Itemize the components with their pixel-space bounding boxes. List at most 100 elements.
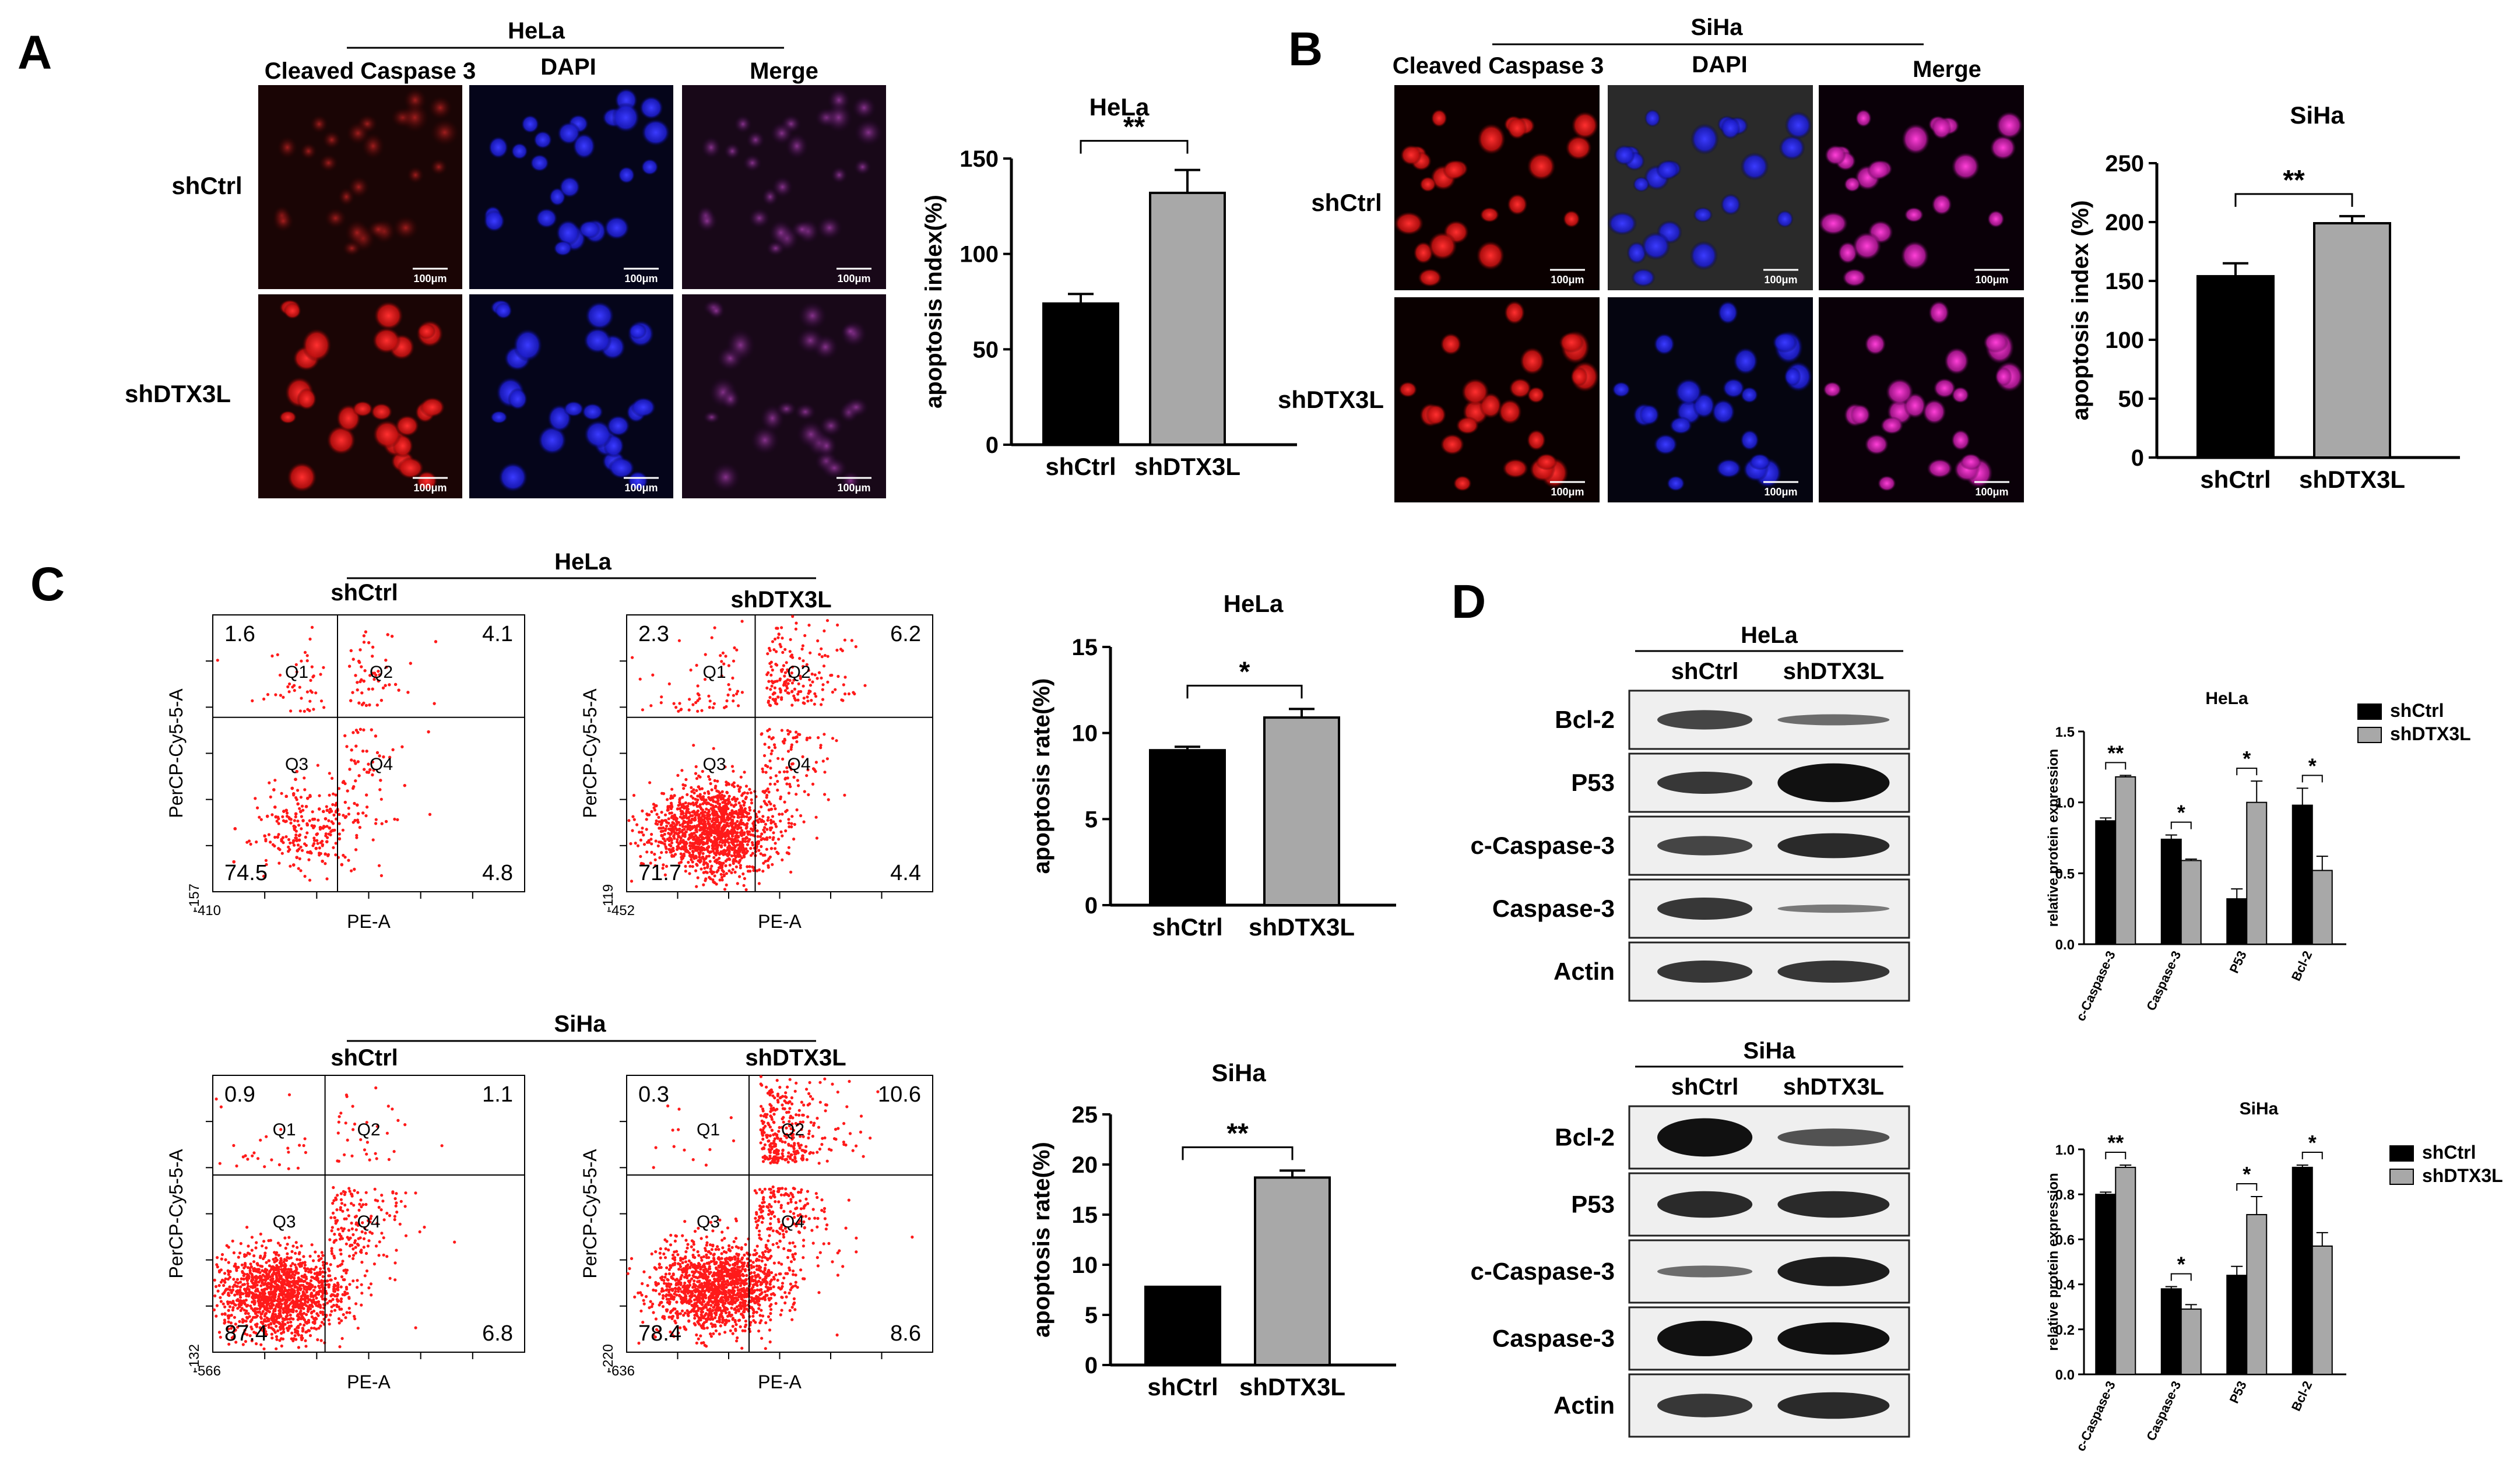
event-dot bbox=[662, 838, 666, 841]
cell-nucleus bbox=[1453, 475, 1472, 492]
event-dot bbox=[244, 1311, 247, 1315]
cell-nucleus bbox=[1527, 386, 1545, 403]
event-dot bbox=[762, 800, 766, 803]
event-dot bbox=[688, 821, 693, 824]
quadrant-q1-value: 2.3 bbox=[638, 622, 669, 646]
event-dot bbox=[676, 838, 679, 842]
event-dot bbox=[278, 1322, 282, 1325]
cell-nucleus bbox=[1720, 117, 1741, 140]
event-dot bbox=[701, 802, 705, 805]
event-dot bbox=[349, 649, 353, 652]
event-dot bbox=[250, 1279, 254, 1283]
event-dot bbox=[790, 703, 794, 707]
event-dot bbox=[763, 830, 767, 833]
event-dot bbox=[732, 694, 735, 697]
event-dot bbox=[744, 840, 747, 843]
event-dot bbox=[319, 841, 322, 845]
event-dot bbox=[785, 851, 789, 854]
quadrant-q3-value: 74.5 bbox=[224, 861, 268, 885]
event-dot bbox=[674, 706, 678, 709]
event-dot bbox=[757, 849, 761, 852]
cell-nucleus bbox=[319, 154, 339, 172]
event-dot bbox=[716, 801, 720, 805]
event-dot bbox=[783, 674, 786, 678]
event-dot bbox=[328, 1238, 332, 1241]
event-dot bbox=[316, 842, 319, 845]
event-dot bbox=[720, 815, 724, 819]
event-dot bbox=[689, 802, 693, 805]
cell-nucleus bbox=[1693, 207, 1713, 223]
event-dot bbox=[795, 793, 798, 796]
event-dot bbox=[232, 860, 236, 864]
event-dot bbox=[719, 873, 723, 876]
event-dot bbox=[816, 639, 820, 643]
event-dot bbox=[427, 730, 430, 734]
event-dot bbox=[813, 692, 817, 695]
cell-nucleus bbox=[1644, 109, 1661, 128]
event-dot bbox=[775, 650, 778, 653]
event-dot bbox=[299, 845, 303, 849]
event-dot bbox=[255, 840, 258, 844]
event-dot bbox=[353, 867, 356, 871]
event-dot bbox=[704, 836, 708, 839]
event-dot bbox=[779, 795, 782, 798]
event-dot bbox=[356, 803, 359, 807]
event-dot bbox=[825, 757, 829, 761]
bar bbox=[1149, 191, 1226, 446]
event-dot bbox=[276, 835, 279, 839]
event-dot bbox=[817, 671, 821, 674]
event-dot bbox=[782, 683, 786, 687]
event-dot bbox=[723, 706, 726, 709]
event-dot bbox=[719, 844, 723, 847]
event-dot bbox=[278, 848, 282, 852]
cell-nucleus bbox=[1885, 378, 1914, 406]
event-dot bbox=[294, 796, 298, 800]
cell-nucleus bbox=[1951, 152, 1980, 181]
event-dot bbox=[823, 793, 827, 796]
event-dot bbox=[774, 847, 777, 850]
cell-nucleus bbox=[771, 176, 793, 198]
cell-nucleus bbox=[1507, 117, 1527, 140]
cell-nucleus bbox=[1507, 194, 1528, 216]
event-dot bbox=[299, 869, 303, 873]
event-dot bbox=[743, 855, 746, 859]
cell-nucleus bbox=[796, 327, 825, 354]
event-dot bbox=[291, 1339, 295, 1342]
event-dot bbox=[306, 1267, 310, 1271]
event-dot bbox=[733, 822, 737, 825]
event-dot bbox=[768, 649, 772, 652]
event-dot bbox=[338, 1345, 342, 1349]
event-dot bbox=[310, 1285, 314, 1288]
event-dot bbox=[237, 1281, 240, 1285]
event-dot bbox=[367, 1286, 371, 1290]
event-dot bbox=[707, 791, 711, 795]
event-dot bbox=[806, 695, 809, 699]
event-dot bbox=[783, 671, 787, 674]
event-dot bbox=[802, 684, 805, 688]
event-dot bbox=[809, 651, 812, 655]
event-dot bbox=[707, 694, 711, 698]
event-dot bbox=[326, 854, 330, 857]
event-dot bbox=[220, 1278, 224, 1282]
event-dot bbox=[310, 824, 314, 828]
event-dot bbox=[787, 846, 790, 849]
event-dot bbox=[250, 1236, 254, 1239]
event-dot bbox=[700, 835, 703, 838]
event-dot bbox=[292, 825, 296, 828]
cell-nucleus bbox=[1689, 241, 1718, 270]
cell-nucleus bbox=[1902, 123, 1930, 155]
cell-nucleus bbox=[830, 166, 848, 184]
cell-nucleus bbox=[1631, 268, 1656, 287]
event-dot bbox=[308, 637, 312, 641]
event-dot bbox=[779, 830, 783, 833]
event-dot bbox=[293, 843, 296, 847]
event-dot bbox=[794, 627, 797, 631]
event-dot bbox=[781, 858, 784, 861]
event-dot bbox=[746, 843, 749, 846]
event-dot bbox=[631, 656, 634, 659]
event-dot bbox=[693, 818, 696, 822]
event-dot bbox=[771, 692, 775, 696]
event-dot bbox=[766, 729, 769, 733]
event-dot bbox=[263, 834, 266, 838]
event-dot bbox=[774, 637, 777, 641]
